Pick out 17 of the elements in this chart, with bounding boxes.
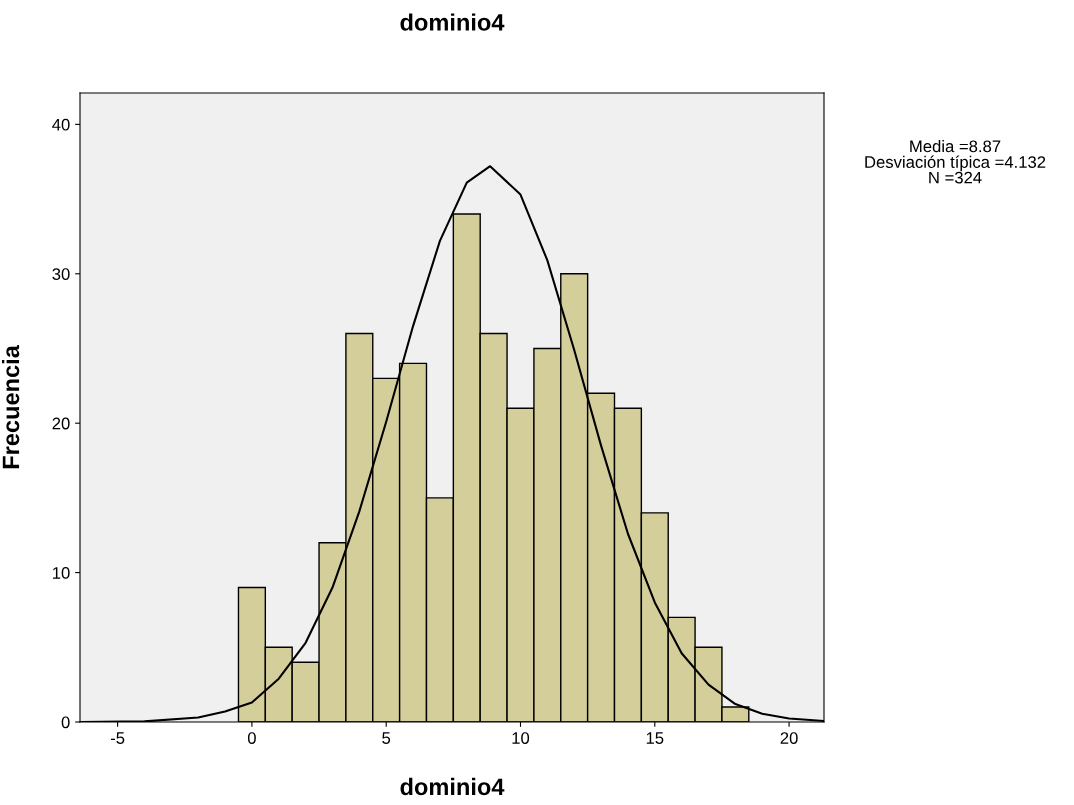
- y-tick-label: 0: [61, 716, 70, 729]
- x-axis-title: dominio4: [400, 777, 505, 796]
- y-tick-label: 40: [52, 118, 70, 131]
- x-tick-label: 20: [780, 732, 798, 744]
- text: Desviación típica =4.132: [865, 155, 1046, 172]
- y-axis-title: Frecuencia: [1, 345, 20, 469]
- text: Media =8.87: [910, 140, 1001, 153]
- x-tick-label: 10: [512, 732, 530, 744]
- y-tick-label: 30: [52, 268, 70, 280]
- y-tick-label: 10: [53, 566, 70, 579]
- y-tick-label: 20: [52, 417, 70, 430]
- chart-title: dominio4: [400, 13, 505, 31]
- x-tick-label: 0: [247, 732, 256, 744]
- x-tick-label: -5: [110, 732, 125, 744]
- x-tick-label: 5: [382, 732, 391, 744]
- text: N =324: [929, 171, 982, 184]
- x-tick-label: 15: [646, 732, 664, 744]
